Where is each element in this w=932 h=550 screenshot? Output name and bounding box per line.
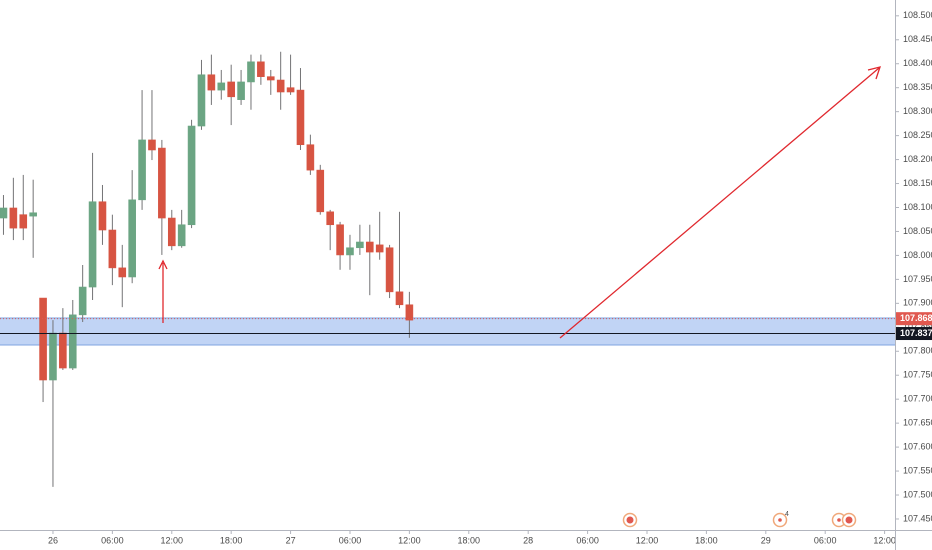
candle-body — [138, 139, 146, 201]
candle-body — [405, 304, 414, 321]
y-tick-label: 107.650 — [903, 418, 932, 428]
x-tick-label: 06:00 — [101, 535, 124, 545]
x-tick-label: 26 — [48, 535, 58, 545]
candle-body — [207, 74, 216, 91]
candle-body — [296, 89, 305, 146]
y-tick-label: 108.000 — [903, 250, 932, 260]
candle-body — [346, 247, 354, 256]
candle-body — [385, 247, 394, 293]
candle-body — [356, 241, 364, 249]
candle-body — [276, 79, 285, 93]
price-label: 107.868 — [896, 312, 932, 326]
candle-body — [247, 61, 255, 83]
y-tick-label: 108.050 — [903, 226, 932, 236]
plot-area — [0, 51, 895, 487]
event-count: 4 — [785, 511, 789, 518]
y-tick-label: 107.750 — [903, 370, 932, 380]
x-tick-label: 12:00 — [398, 535, 421, 545]
x-tick-label: 27 — [286, 535, 296, 545]
candle-body — [286, 87, 295, 93]
x-tick-label: 12:00 — [636, 535, 659, 545]
candle-body — [237, 81, 245, 100]
candle-body — [98, 201, 107, 231]
arrow-projection — [559, 67, 880, 339]
candle-body — [158, 147, 166, 219]
candle-body — [375, 244, 384, 253]
y-tick-label: 108.100 — [903, 202, 932, 212]
candle-body — [108, 229, 117, 269]
candle-body — [217, 82, 226, 91]
event-icon-dot — [778, 518, 782, 522]
candle-body — [128, 199, 136, 278]
y-tick-label: 107.900 — [903, 298, 932, 308]
candle-body — [68, 314, 77, 369]
y-tick-label: 107.950 — [903, 274, 932, 284]
candle-body — [118, 267, 127, 278]
y-tick-label: 107.550 — [903, 465, 932, 475]
x-tick-label: 12:00 — [873, 535, 896, 545]
candle-body — [177, 224, 186, 247]
candle-body — [59, 332, 67, 369]
x-tick-label: 28 — [523, 535, 533, 545]
y-tick-label: 108.250 — [903, 130, 932, 140]
candle-body — [78, 286, 87, 316]
x-tick-label: 12:00 — [161, 535, 184, 545]
arrow-head — [867, 66, 881, 80]
candle-body — [336, 224, 344, 256]
candle-body — [316, 169, 325, 213]
support-zone — [0, 318, 895, 345]
y-tick-label: 107.800 — [903, 346, 932, 356]
price-label-box — [896, 312, 932, 326]
x-tick-label: 06:00 — [814, 535, 837, 545]
x-tick-label: 18:00 — [458, 535, 481, 545]
y-tick-label: 108.300 — [903, 106, 932, 116]
event-markers: 4 — [622, 511, 857, 528]
candle-body — [227, 81, 235, 98]
event-icon-dot — [837, 518, 841, 522]
price-label-text: 107.837 — [900, 328, 932, 338]
y-tick-label: 107.500 — [903, 489, 932, 499]
x-tick-label: 29 — [761, 535, 771, 545]
candle-body — [197, 74, 206, 127]
event-icon-dot — [626, 516, 634, 524]
x-tick-label: 06:00 — [339, 535, 362, 545]
y-tick-label: 108.400 — [903, 58, 932, 68]
candle-body — [187, 125, 196, 226]
y-tick-label: 108.350 — [903, 82, 932, 92]
y-tick-label: 108.150 — [903, 178, 932, 188]
arrow-head — [158, 259, 168, 270]
candle-body — [88, 201, 97, 288]
candle-body — [49, 332, 57, 381]
candle-body — [148, 139, 156, 151]
candle-body — [395, 291, 404, 306]
candle-body — [9, 207, 18, 229]
y-tick-label: 107.700 — [903, 394, 932, 404]
candle-body — [365, 241, 374, 253]
annotation-arrows — [158, 66, 881, 339]
event-icon-dot — [845, 516, 853, 524]
y-tick-label: 107.850 — [903, 322, 932, 332]
candle-body — [29, 212, 37, 217]
y-tick-label: 107.450 — [903, 513, 932, 523]
y-tick-label: 107.600 — [903, 441, 932, 451]
candle-body — [0, 207, 8, 219]
candle-body — [306, 144, 315, 171]
y-tick-label: 108.200 — [903, 154, 932, 164]
candle-body — [326, 211, 334, 226]
price-label-text: 107.868 — [900, 313, 932, 323]
price-label-box — [896, 327, 932, 341]
x-tick-label: 18:00 — [695, 535, 718, 545]
y-tick-label: 108.500 — [903, 10, 932, 20]
candle-body — [39, 297, 47, 381]
candle-body — [19, 214, 28, 229]
candle-body — [266, 76, 275, 81]
x-tick-label: 18:00 — [220, 535, 243, 545]
candle-body — [167, 217, 176, 247]
y-tick-label: 108.450 — [903, 34, 932, 44]
x-tick-label: 06:00 — [576, 535, 599, 545]
candle-body — [257, 61, 265, 77]
price-label: 107.837 — [896, 327, 932, 341]
